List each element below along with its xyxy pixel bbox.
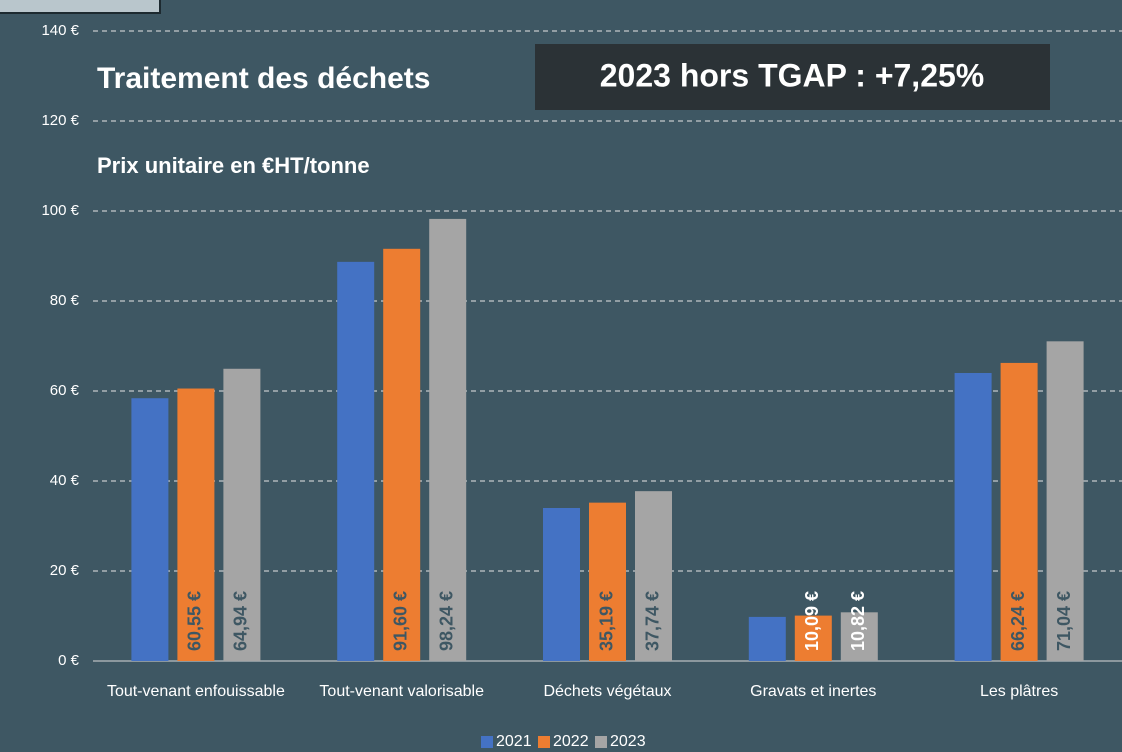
y-tick-label: 120 € — [41, 112, 79, 129]
value-label: 60,55 € — [185, 591, 205, 651]
y-tick-label: 60 € — [50, 382, 80, 399]
chart-title: Traitement des déchets — [97, 62, 430, 95]
bar — [635, 491, 672, 661]
bar — [543, 508, 580, 661]
legend-swatch — [538, 736, 550, 748]
value-label: 98,24 € — [436, 591, 456, 651]
y-tick-label: 140 € — [41, 22, 79, 39]
x-tick-label: Déchets végétaux — [543, 683, 671, 700]
legend-label: 2022 — [553, 733, 589, 750]
bar — [1046, 341, 1084, 661]
value-label: 10,09 € — [802, 591, 822, 651]
y-tick-label: 100 € — [41, 202, 79, 219]
x-tick-label: Gravats et inertes — [750, 683, 876, 700]
bar — [1000, 362, 1038, 661]
value-label: 35,19 € — [596, 591, 616, 651]
bar — [429, 218, 467, 662]
y-tick-label: 0 € — [58, 652, 80, 669]
value-label: 10,82 € — [848, 591, 868, 651]
bar — [337, 261, 375, 661]
annotation-box — [535, 44, 1050, 110]
x-tick-label: Les plâtres — [980, 683, 1058, 700]
annotation: 2023 hors TGAP : +7,25% — [600, 57, 984, 93]
bar — [954, 373, 992, 661]
value-label: 37,74 € — [642, 591, 662, 651]
bar — [131, 398, 169, 661]
y-tick-label: 20 € — [50, 562, 80, 579]
bar — [748, 616, 786, 661]
legend-swatch — [595, 736, 607, 748]
bar — [589, 502, 626, 661]
chart-subtitle: Prix unitaire en €HT/tonne — [97, 153, 370, 178]
bar — [794, 615, 832, 661]
legend-label: 2023 — [610, 733, 646, 750]
value-label: 66,24 € — [1008, 591, 1028, 651]
corner-box — [0, 0, 161, 14]
legend-label: 2021 — [496, 733, 532, 750]
value-label: 64,94 € — [231, 591, 251, 651]
bar — [177, 388, 215, 661]
value-label: 91,60 € — [390, 591, 410, 651]
value-label: 71,04 € — [1054, 591, 1074, 651]
bar — [383, 248, 421, 662]
y-tick-label: 80 € — [50, 292, 80, 309]
x-tick-label: Tout-venant enfouissable — [107, 683, 285, 700]
legend-swatch — [481, 736, 493, 748]
bar — [840, 612, 878, 661]
bar — [223, 368, 261, 661]
y-tick-label: 40 € — [50, 472, 80, 489]
x-tick-label: Tout-venant valorisable — [319, 683, 484, 700]
